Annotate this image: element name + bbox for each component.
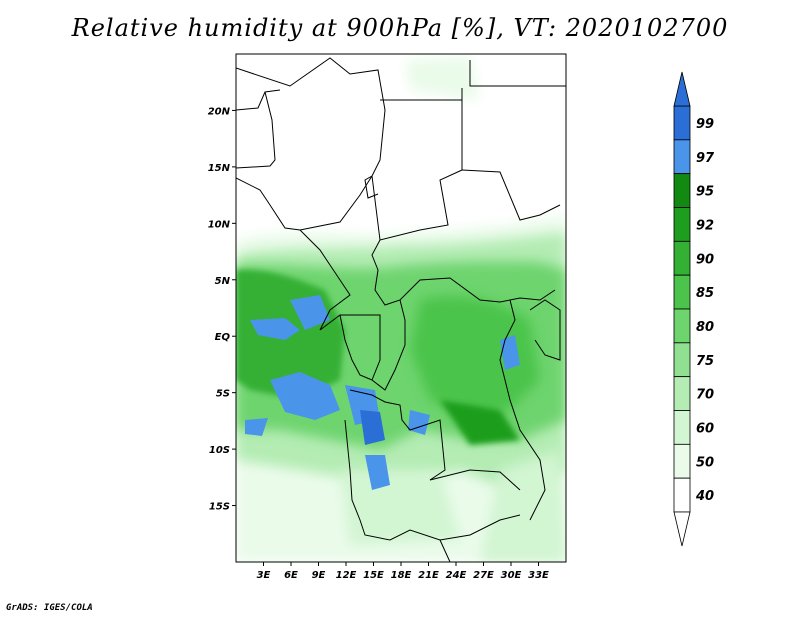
colorbar-segment [673,477,691,513]
lon-tick-label: 9E [312,570,326,581]
colorbar-min-arrow [673,511,691,547]
colorbar-segment [673,105,691,141]
colorbar-segment [673,376,691,411]
colorbar-level-label: 85 [696,286,714,301]
colorbar-segment [673,308,691,344]
lon-tick-label: 33E [528,570,549,581]
colorbar-segment [673,410,691,445]
lat-tick-label: 10S [209,445,230,456]
latitude-axis: 20N 15N 10N 5N EQ 5S 10S 15S [208,106,236,513]
colorbar-segment [673,173,691,208]
colorbar-level-label: 70 [696,388,714,403]
lat-tick-label: 15S [209,502,230,513]
grads-credit: GrADS: IGES/COLA [6,603,93,613]
lon-tick-label: 21E [418,570,439,581]
lon-tick-label: 3E [257,570,271,581]
colorbar-level-label: 92 [696,218,714,233]
colorbar-segment [673,274,691,310]
colorbar-level-label: 95 [696,185,714,200]
lon-tick-label: 12E [336,570,357,581]
lat-tick-label: EQ [215,332,231,343]
lat-tick-label: 15N [208,163,231,174]
lat-tick-label: 5S [216,389,230,400]
colorbar-level-label: 50 [696,455,714,470]
colorbar-legend: 99 97 95 92 90 85 80 75 70 60 50 40 [673,71,715,547]
colorbar-segment [673,342,691,378]
lon-tick-label: 27E [473,570,494,581]
colorbar-level-label: 75 [696,354,714,369]
colorbar-level-label: 90 [696,252,714,267]
country-borders [236,57,566,562]
lon-tick-label: 15E [363,570,384,581]
lat-tick-label: 10N [208,219,231,230]
colorbar-level-label: 80 [696,320,714,335]
colorbar-segment [673,139,691,175]
colorbar-segment [673,443,691,479]
colorbar-level-label: 97 [696,151,715,166]
colorbar-segment [673,240,691,276]
longitude-axis: 3E 6E 9E 12E 15E 18E 21E 24E 27E 30E 33E [257,562,549,581]
lat-tick-label: 20N [208,106,231,117]
colorbar-level-label: 99 [696,117,714,132]
colorbar-level-label: 60 [696,421,714,436]
colorbar-max-arrow [673,71,691,107]
lon-tick-label: 30E [501,570,522,581]
map-title: Relative humidity at 900hPa [%], VT: 202… [71,14,729,42]
lon-tick-label: 18E [391,570,412,581]
colorbar-level-label: 40 [695,489,714,504]
lat-tick-label: 5N [215,276,231,287]
lon-tick-label: 6E [284,570,298,581]
humidity-shading [236,54,566,562]
colorbar-segment [673,207,691,242]
lon-tick-label: 24E [446,570,467,581]
